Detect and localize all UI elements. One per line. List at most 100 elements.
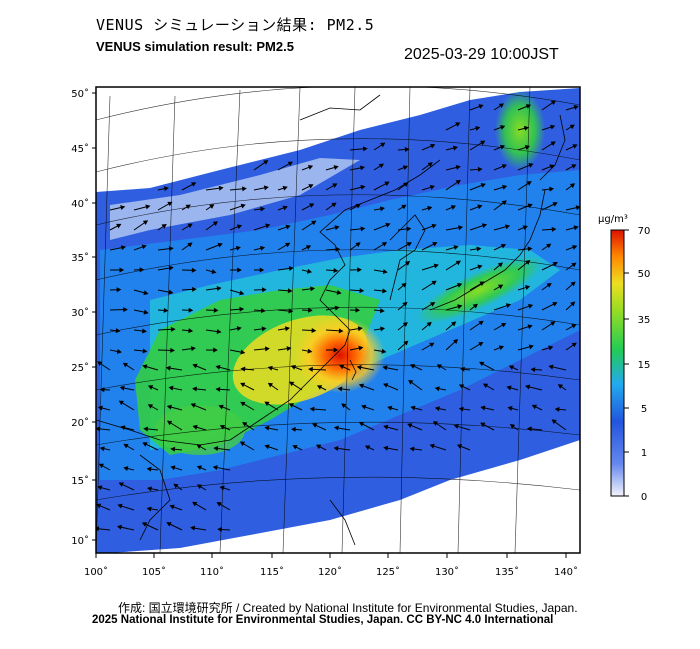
pm25-green-sea [155,405,245,455]
wind-arrow-head [192,501,198,507]
wind-arrow-head [431,280,437,286]
lon-tick-label: 100˚ [84,566,108,578]
wind-arrow-head [472,303,478,309]
wind-arrow-head [526,181,532,186]
wind-arrow-head [190,346,196,352]
wind-arrow-head [99,446,105,452]
colorbar-tick-label: 1 [641,448,647,459]
wind-arrow-head [575,205,580,211]
wind-arrow-head [404,146,410,152]
wind-vectors [96,100,580,532]
wind-arrow-head [527,203,533,209]
wind-arrow-head [267,365,273,371]
wind-arrow-head [332,183,338,188]
wind-arrow-head [333,165,339,170]
wind-arrow-head [240,401,246,407]
wind-arrow-head [570,281,576,287]
wind-arrow-head [307,348,313,354]
wind-arrow-head [402,165,408,171]
wind-arrow-head [143,309,149,315]
wind-arrow-head [427,205,433,211]
lat-tick-label: 10˚ [71,535,89,547]
wind-arrow-head [170,347,175,353]
wind-arrow-head [213,307,219,313]
wind-arrow-head [552,302,558,307]
wind-arrow-head [497,262,503,268]
wind-arrow-head [379,206,385,212]
wind-arrow-head [289,381,295,387]
wind-arrow-head [213,347,218,353]
wind-arrow-head [506,385,512,391]
wind-arrow-head [147,404,154,409]
wind-arrow-head [381,242,388,247]
wind-arrow-head [357,326,363,332]
lon-tick-label: 115˚ [260,566,284,578]
wind-arrow-head [552,202,558,207]
wind-arrow-head [383,445,389,451]
wind-arrow-head [99,387,105,393]
wind-arrow-head [571,342,577,348]
lon-tick-label: 130˚ [435,566,459,578]
license-line: 2025 National Institute for Environmenta… [92,614,554,626]
wind-arrow-head [97,405,103,411]
wind-arrow-head [122,362,129,368]
wind-arrow-head [216,286,222,292]
wind-arrow-head [118,400,124,406]
wind-arrow-head [482,383,489,389]
wind-arrow-head [339,364,345,370]
wind-arrow-head [459,366,465,372]
wind-arrow-head [161,224,167,229]
wind-arrow-head [291,426,296,432]
wind-arrow-head [479,281,485,286]
wind-arrow-head [260,206,266,212]
wind-arrow-head [550,100,557,106]
wind-arrow-head [292,445,298,450]
wind-arrow-head [169,504,175,510]
wind-arrow-head [235,245,241,251]
wind-arrow-head [550,141,556,146]
wind-arrow-head [401,282,407,288]
wind-arrow-head [173,483,179,489]
wind-arrow-head [264,444,270,450]
wind-arrow-head [264,346,270,352]
wind-arrow-head [549,186,555,192]
wind-arrow-head [215,386,221,392]
colorbar-tick-label: 70 [638,226,651,237]
wind-arrow-head [403,182,409,188]
wind-arrow-head [119,267,125,273]
wind-arrow-head [507,405,513,411]
wind-arrow-head [525,104,532,109]
wind-arrow-head [97,485,103,491]
wind-arrow-head [551,226,557,232]
wind-arrow-head [554,406,560,412]
wind-arrow-head [478,104,484,109]
wind-arrow-head [337,386,343,392]
wind-arrow-head [572,144,578,149]
wind-arrow-head [480,422,486,428]
wind-arrow-head [308,366,313,372]
wind-arrow-head [168,385,174,391]
coastlines [96,94,566,546]
wind-arrow-head [402,322,408,327]
wind-arrow-head [142,442,148,447]
wind-arrow-head [282,205,288,211]
lat-tick-label: 45˚ [71,143,89,155]
wind-arrow-head [239,290,245,296]
wind-arrow-head [187,242,193,248]
wind-arrow-head [480,405,486,411]
wind-arrow-head [403,340,409,346]
wind-arrow-head [166,522,172,527]
wind-arrow-head [569,183,576,189]
wind-arrow-head [408,379,414,385]
wind-arrow-head [191,182,197,187]
wind-arrow-head [387,405,393,411]
wind-arrow-head [120,425,126,431]
wind-arrow-head [477,264,483,270]
wind-arrow-head [385,222,391,228]
wind-arrow-head [237,267,242,273]
wind-arrow-head [481,223,488,229]
wind-arrow-head [165,365,171,371]
wind-arrow-head [217,242,223,248]
wind-arrow-head [427,162,433,167]
wind-arrow-head [528,303,534,309]
